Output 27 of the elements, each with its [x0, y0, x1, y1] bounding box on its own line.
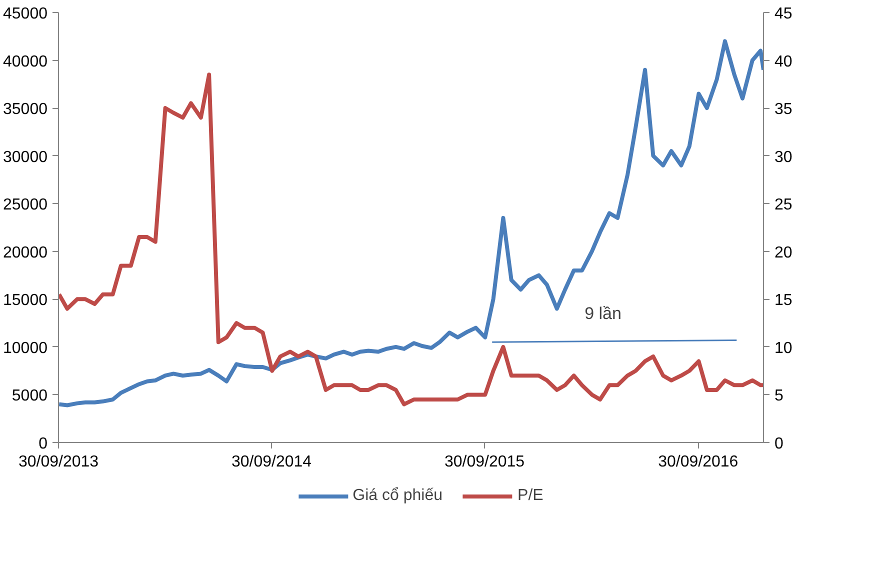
x-tick-label: 30/09/2015	[444, 454, 525, 470]
legend-label: P/E	[518, 486, 544, 504]
y2-tick-label: 35	[774, 101, 792, 118]
y-tick-label: 30000	[3, 148, 48, 166]
x-tick-label: 30/09/2016	[658, 454, 738, 470]
x-tick-label: 30/09/2014	[231, 454, 312, 470]
y2-tick-label: 40	[774, 53, 792, 70]
y-tick-label: 35000	[3, 101, 48, 118]
y2-tick-label: 20	[774, 244, 792, 262]
y-tick-label: 40000	[3, 53, 48, 70]
y2-tick-label: 5	[774, 388, 784, 405]
x-tick-label: 30/09/2013	[18, 454, 99, 470]
legend-label: Giá cổ phiếu	[352, 486, 443, 504]
y2-tick-label: 15	[774, 292, 792, 310]
y-tick-label: 20000	[3, 244, 48, 262]
y2-tick-label: 10	[774, 340, 792, 357]
y-tick-label: 15000	[3, 292, 48, 310]
annotation: 9 lần	[584, 304, 622, 324]
y2-tick-label: 30	[774, 148, 792, 166]
y-tick-label: 0	[38, 436, 48, 452]
y2-tick-label: 45	[774, 6, 792, 22]
y-tick-label: 10000	[3, 340, 48, 357]
y-tick-label: 25000	[3, 196, 48, 214]
y-tick-label: 45000	[3, 6, 48, 22]
y2-tick-label: 0	[774, 436, 784, 452]
y2-tick-label: 25	[774, 196, 792, 214]
y-tick-label: 5000	[12, 388, 48, 405]
